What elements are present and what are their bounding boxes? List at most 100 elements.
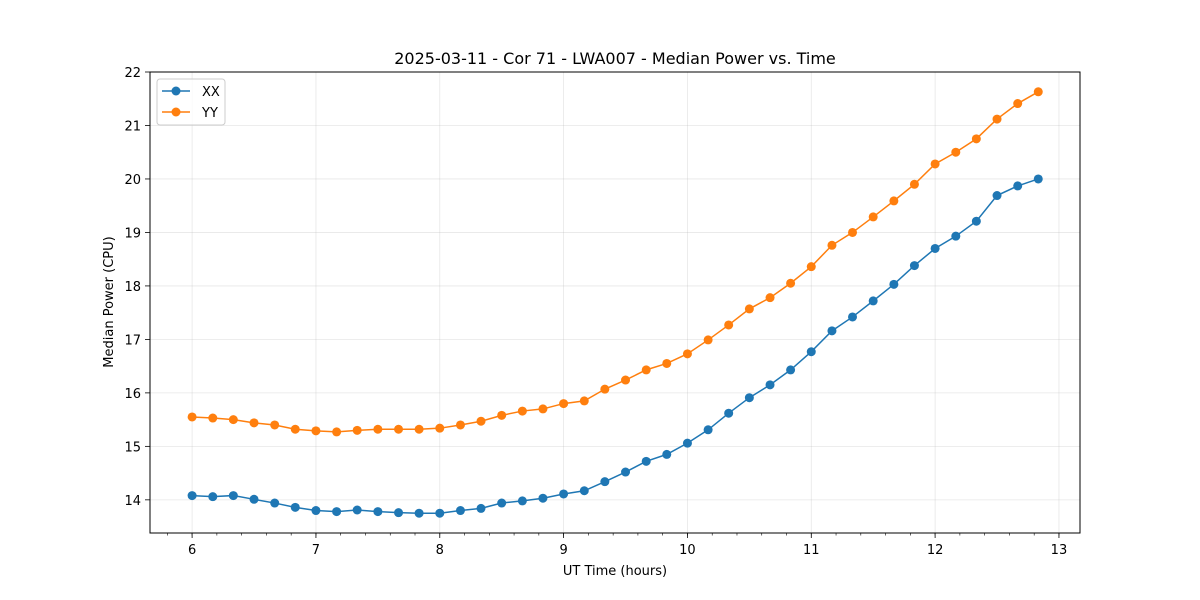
y-tick-label: 22 — [124, 66, 141, 81]
data-point-yy — [992, 114, 1002, 124]
data-point-xx — [435, 508, 445, 518]
data-point-yy — [786, 278, 796, 288]
y-axis-label: Median Power (CPU) — [102, 236, 117, 367]
y-tick-label: 20 — [124, 173, 141, 188]
series-line-xx — [192, 178, 1039, 514]
data-point-xx — [187, 491, 197, 501]
data-point-xx — [744, 393, 754, 403]
data-point-yy — [476, 416, 486, 426]
data-point-yy — [806, 262, 816, 272]
data-point-yy — [600, 384, 610, 394]
data-point-yy — [621, 375, 631, 385]
data-point-xx — [868, 296, 878, 306]
data-point-xx — [889, 279, 899, 289]
data-point-yy — [208, 413, 218, 423]
data-point-xx — [621, 467, 631, 477]
data-point-yy — [455, 420, 465, 430]
x-axis-label: UT Time (hours) — [563, 564, 667, 579]
data-point-yy — [744, 304, 754, 314]
data-point-yy — [538, 404, 548, 414]
data-point-xx — [848, 312, 858, 322]
data-point-yy — [497, 410, 507, 420]
data-point-yy — [579, 396, 589, 406]
y-tick-label: 15 — [124, 440, 141, 455]
x-tick-label: 12 — [927, 543, 944, 558]
data-point-yy — [724, 320, 734, 330]
data-point-xx — [538, 493, 548, 503]
x-tick-label: 9 — [559, 543, 567, 558]
data-point-xx — [373, 507, 383, 517]
data-point-yy — [641, 365, 651, 375]
data-point-xx — [806, 347, 816, 357]
data-point-xx — [332, 507, 342, 517]
axes: 6 7 8 9 10 11 12 13 14 15 16 17 18 19 20 21 22 — [124, 66, 1067, 558]
series-layer — [187, 87, 1043, 518]
data-point-yy — [352, 425, 362, 435]
data-point-xx — [249, 494, 259, 504]
data-point-xx — [497, 498, 507, 508]
data-point-yy — [930, 159, 940, 169]
data-point-xx — [682, 438, 692, 448]
data-point-xx — [971, 216, 981, 226]
data-point-yy — [435, 423, 445, 433]
data-point-xx — [641, 456, 651, 466]
data-point-yy — [517, 406, 527, 416]
data-point-yy — [228, 415, 238, 425]
data-point-xx — [703, 425, 713, 435]
data-point-xx — [1013, 181, 1023, 191]
data-point-xx — [290, 502, 300, 512]
y-tick-label: 17 — [124, 333, 141, 348]
y-tick-label: 14 — [124, 494, 141, 509]
data-point-xx — [951, 231, 961, 241]
data-point-xx — [724, 408, 734, 418]
data-point-xx — [414, 508, 424, 518]
data-point-yy — [703, 335, 713, 345]
data-point-xx — [579, 486, 589, 496]
data-point-yy — [187, 412, 197, 422]
data-point-yy — [249, 418, 259, 428]
data-point-yy — [414, 424, 424, 434]
data-point-yy — [889, 196, 899, 206]
data-point-yy — [332, 427, 342, 437]
data-point-xx — [909, 261, 919, 271]
x-tick-label: 11 — [803, 543, 820, 558]
data-point-xx — [559, 489, 569, 499]
y-tick-label: 18 — [124, 280, 141, 295]
chart-title: 2025-03-11 - Cor 71 - LWA007 - Median Po… — [394, 49, 836, 68]
data-point-xx — [786, 365, 796, 375]
data-point-xx — [827, 326, 837, 336]
legend-label-xx: XX — [202, 85, 220, 100]
data-point-yy — [311, 426, 321, 436]
data-point-xx — [992, 191, 1002, 201]
series-line-yy — [192, 91, 1039, 433]
legend-marker-yy — [171, 107, 181, 117]
data-point-xx — [270, 498, 280, 508]
data-point-yy — [971, 134, 981, 144]
legend-label-yy: YY — [201, 106, 218, 121]
data-point-xx — [228, 491, 238, 501]
data-point-yy — [662, 358, 672, 368]
y-tick-label: 16 — [124, 387, 141, 402]
data-point-yy — [951, 147, 961, 157]
x-tick-label: 7 — [312, 543, 320, 558]
y-tick-label: 21 — [124, 119, 141, 134]
data-point-xx — [662, 449, 672, 459]
data-point-yy — [848, 227, 858, 237]
data-point-yy — [868, 212, 878, 222]
data-point-xx — [394, 508, 404, 518]
data-point-yy — [909, 179, 919, 189]
data-point-xx — [517, 496, 527, 506]
data-point-yy — [290, 424, 300, 434]
plot-frame — [149, 71, 1081, 534]
x-tick-label: 8 — [436, 543, 444, 558]
data-point-xx — [930, 243, 940, 253]
data-point-yy — [1033, 87, 1043, 97]
data-point-yy — [765, 293, 775, 303]
data-point-xx — [476, 503, 486, 513]
x-tick-label: 6 — [188, 543, 196, 558]
legend-marker-xx — [171, 86, 181, 96]
data-point-yy — [270, 420, 280, 430]
x-tick-label: 13 — [1051, 543, 1068, 558]
grid-lines — [150, 71, 1080, 533]
